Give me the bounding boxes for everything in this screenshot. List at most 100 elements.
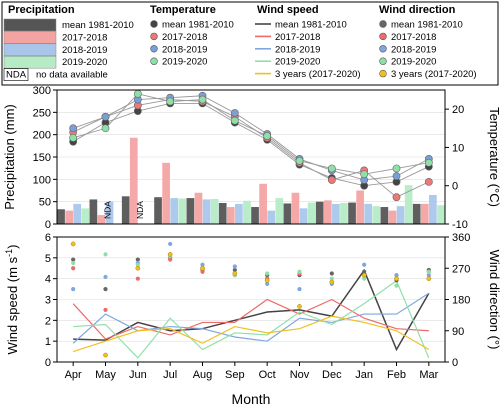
- legend-wind-direction-marker-2019-2020: [379, 57, 387, 65]
- legend-nda-swatch: [3, 68, 29, 81]
- temperature-series: [69, 89, 433, 202]
- precipitation-tick-label: 150: [33, 152, 51, 164]
- precip-bar-2017-2018-mar: [420, 203, 429, 224]
- temperature-tick-label: 10: [452, 142, 464, 154]
- temperature-point-2019-2020-oct: [263, 132, 272, 140]
- month-axis-label: Month: [232, 391, 271, 407]
- wind-direction-point-2018-2019-feb: [394, 273, 399, 278]
- wind-direction-tick-label: 180: [452, 295, 470, 307]
- temperature-point-2019-2020-may: [101, 124, 110, 133]
- wind-direction-tick-label: 270: [452, 263, 470, 275]
- precip-bar-2019-2020-mar: [437, 205, 445, 224]
- temperature-point-2018-2019-apr: [69, 124, 78, 133]
- wind-direction-point-2018-2019-apr: [71, 286, 76, 292]
- wind-speed-label-end: ): [5, 245, 20, 249]
- precip-bar-2018-2019-nov: [299, 208, 308, 224]
- temperature-point-2017-2018-dec: [327, 176, 336, 184]
- wind-speed-tick-label: 6: [45, 232, 51, 244]
- month-tick-label-aug: Aug: [193, 369, 213, 381]
- legend-precipitation-swatch-2019-2020: [3, 55, 57, 69]
- wind-direction-axis-label: Wind direction (°): [487, 250, 500, 350]
- legend-temperature-marker-2017-2018: [150, 32, 158, 41]
- legend-nda-text: no data available: [36, 70, 108, 81]
- precipitation-axis: 0 50 100 150 200 250 300: [33, 85, 57, 231]
- precip-bar-2019-2020-dec: [340, 203, 348, 224]
- precip-bar-mean-1981-2010-mar: [412, 203, 421, 224]
- wind-direction-point-2019-2020-jan: [362, 276, 367, 281]
- wind-direction-series: [70, 241, 432, 358]
- temperature-point-2019-2020-dec: [327, 164, 336, 173]
- temperature-tick-label: -10: [452, 219, 468, 231]
- precip-bar-2018-2019-sep: [235, 203, 243, 224]
- precip-bar-2019-2020-jan: [372, 206, 381, 224]
- legend-precipitation-label-2019-2020: 2019-2020: [62, 57, 107, 68]
- wind-direction-point-3-years-2017-2020-dec: [329, 279, 335, 285]
- wind-speed-axis-label: Wind speed (m s-1): [4, 245, 20, 355]
- precip-bar-2017-2018-oct: [259, 183, 267, 224]
- wind-speed-tick-label: 4: [45, 274, 51, 286]
- precipitation-temperature-panel: NDA NDA 0 50 100 150 200 250 300 -10 0 10 20 Preci…: [2, 85, 500, 231]
- precipitation-bars: [57, 137, 445, 224]
- nda-label-may: NDA: [103, 201, 113, 219]
- temperature-point-2018-2019-may: [101, 112, 110, 121]
- month-tick-label-may: May: [95, 369, 116, 381]
- wind-direction-tick-label: 360: [452, 232, 470, 244]
- wind-direction-point-2019-2020-dec: [329, 276, 334, 281]
- legend-wind-direction-label-2017-2018: 2017-2018: [391, 32, 436, 43]
- wind-speed-line-3-years-2017-2020: [72, 315, 430, 353]
- month-tick-label-jan: Jan: [355, 369, 373, 381]
- precip-bar-2017-2018-sep: [226, 207, 235, 224]
- precip-bar-mean-1981-2010-sep: [218, 203, 227, 224]
- top-gridlines: [57, 112, 445, 202]
- wind-direction-point-2019-2020-mar: [426, 269, 431, 274]
- precip-bar-mean-1981-2010-nov: [283, 203, 292, 224]
- wind-direction-point-2019-2020-may: [103, 252, 108, 257]
- precipitation-tick-label: 50: [39, 197, 51, 209]
- wind-direction-tick-label: 0: [452, 357, 458, 369]
- wind-direction-point-2018-2019-nov: [297, 286, 302, 292]
- month-axis: Apr May Jun Jul Aug Sep Oct Nov Dec Jan Feb Mar: [65, 362, 439, 381]
- wind-direction-point-3-years-2017-2020-sep: [232, 271, 238, 276]
- temperature-point-2017-2018-mar: [424, 177, 433, 186]
- wind-speed-tick-label: 1: [45, 336, 51, 348]
- wind-direction-point-mean-1981-2010-jun: [135, 257, 140, 262]
- wind-speed-line-2018-2019: [72, 292, 430, 344]
- precip-bar-2018-2019-dec: [332, 203, 340, 224]
- temperature-point-2017-2018-feb: [392, 193, 401, 202]
- wind-speed-line-2017-2018: [72, 298, 429, 340]
- precipitation-tick-label: 250: [33, 107, 51, 119]
- legend-wind-direction-label-2018-2019: 2018-2019: [391, 44, 436, 55]
- wind-direction-point-mean-1981-2010-dec: [329, 271, 334, 276]
- month-tick-label-jul: Jul: [163, 369, 177, 381]
- temperature-point-2019-2020-nov: [295, 156, 304, 165]
- temperature-point-2018-2019-sep: [230, 109, 239, 117]
- wind-direction-point-3-years-2017-2020-jul: [167, 252, 173, 257]
- wind-direction-point-3-years-2017-2020-oct: [264, 278, 270, 283]
- wind-direction-point-3-years-2017-2020-jun: [135, 265, 141, 271]
- precip-bar-mean-1981-2010-jul: [154, 197, 162, 224]
- wind-direction-point-2017-2018-may: [103, 307, 108, 313]
- wind-direction-point-2019-2020-nov: [297, 269, 302, 274]
- legend-nda-key: NDA: [6, 70, 27, 81]
- wind-direction-point-2018-2019-mar: [426, 273, 431, 278]
- legend-wind-speed-label-2018-2019: 2018-2019: [275, 44, 320, 55]
- precipitation-tick-label: 0: [45, 219, 51, 231]
- wind-direction-point-3-years-2017-2020-feb: [394, 276, 399, 282]
- precip-bar-2017-2018-nov: [291, 192, 300, 224]
- wind-speed-tick-label: 0: [45, 357, 51, 369]
- temperature-point-2019-2020-feb: [392, 164, 401, 173]
- legend-wind-speed-title: Wind speed: [257, 4, 319, 16]
- legend-wind-direction-label-mean-1981-2010: mean 1981-2010: [391, 20, 463, 31]
- wind-direction-point-3-years-2017-2020-may: [103, 352, 108, 358]
- precip-bar-mean-1981-2010-aug: [186, 198, 195, 224]
- legend-temperature-title: Temperature: [150, 4, 216, 16]
- wind-speed-series: [72, 268, 430, 359]
- wind-direction-point-2018-2019-aug: [200, 262, 205, 267]
- precip-bar-mean-1981-2010-may: [89, 199, 98, 224]
- wind-direction-point-2017-2018-aug: [200, 269, 205, 274]
- precip-bar-2017-2018-apr: [65, 210, 73, 224]
- temperature-point-2018-2019-feb: [392, 172, 401, 181]
- precip-bar-2019-2020-apr: [81, 208, 90, 224]
- precip-bar-2018-2019-mar: [429, 194, 437, 224]
- legend-temperature-label-2018-2019: 2018-2019: [162, 44, 207, 55]
